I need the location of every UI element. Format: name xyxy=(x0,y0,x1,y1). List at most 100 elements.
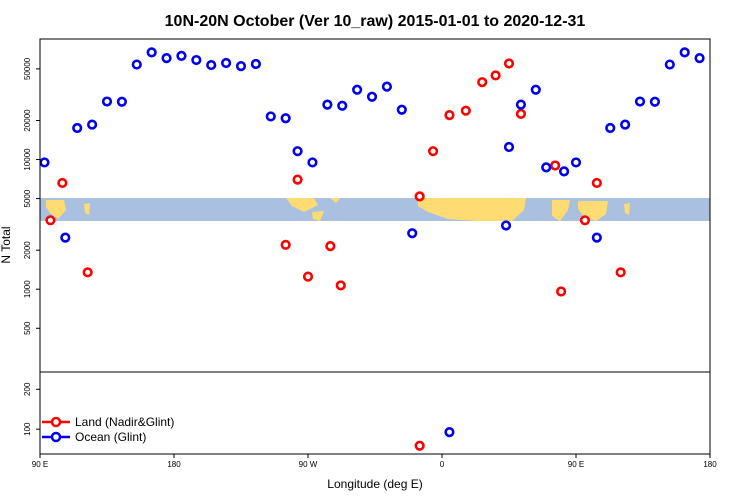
y-tick-label: 500 xyxy=(23,321,32,335)
land-point xyxy=(515,108,527,119)
ocean-point xyxy=(206,59,217,71)
ocean-point xyxy=(221,57,232,69)
land-point xyxy=(503,58,515,69)
land-point xyxy=(57,177,68,189)
y-axis-label: N Total xyxy=(0,226,13,263)
ocean-point xyxy=(558,166,570,177)
ocean-point xyxy=(444,427,455,438)
y-tick-label: 50000 xyxy=(23,57,32,80)
y-tick-label: 10000 xyxy=(23,148,32,171)
ocean-point xyxy=(679,47,690,58)
ocean-point xyxy=(605,122,616,134)
x-tick-label: 90 E xyxy=(32,460,48,469)
legend-land-marker xyxy=(50,416,62,428)
x-tick-label: 180 xyxy=(167,460,181,469)
ocean-point xyxy=(664,59,675,70)
ocean-point xyxy=(570,157,582,168)
x-axis: 90 E 180 90 W 0 90 E 180 xyxy=(32,454,717,469)
ocean-point xyxy=(541,162,552,173)
ocean-point xyxy=(250,58,261,70)
x-axis-label: Longitude (deg E) xyxy=(327,477,422,491)
y-tick-label: 200 xyxy=(23,382,32,396)
ocean-point xyxy=(176,50,187,61)
ocean-point xyxy=(60,232,71,243)
land-point xyxy=(280,239,291,250)
legend: Land (Nadir&Glint) Ocean (Glint) xyxy=(42,415,174,444)
ocean-point xyxy=(307,157,318,168)
ocean-point xyxy=(530,84,541,95)
upper-data-points xyxy=(39,47,705,297)
ocean-point xyxy=(87,119,98,130)
land-point xyxy=(556,286,567,297)
lower-y-ticks: 100 200 xyxy=(23,382,40,436)
ocean-point xyxy=(235,61,247,72)
land-point xyxy=(490,70,501,81)
y-tick-label: 100 xyxy=(23,422,32,436)
ocean-point xyxy=(503,141,515,153)
ocean-point xyxy=(381,81,393,92)
ocean-point xyxy=(515,99,527,110)
upper-plot-panel: 500 1000 2000 5000 10000 20000 50000 xyxy=(23,38,711,373)
y-tick-label: 20000 xyxy=(23,109,32,132)
land-point xyxy=(615,267,626,278)
land-point xyxy=(477,77,488,88)
x-tick-label: 0 xyxy=(440,460,445,469)
ocean-point xyxy=(337,100,348,111)
land-point xyxy=(550,160,561,171)
ocean-point xyxy=(649,96,661,107)
land-point xyxy=(45,215,56,226)
y-tick-label: 2000 xyxy=(23,241,32,259)
ocean-point xyxy=(322,99,333,110)
ocean-point xyxy=(500,220,512,231)
ocean-point xyxy=(39,157,50,168)
ocean-point xyxy=(191,54,202,66)
land-point xyxy=(414,440,425,451)
ocean-point xyxy=(265,111,276,122)
ocean-point xyxy=(280,113,291,124)
land-point xyxy=(427,146,439,157)
ocean-point xyxy=(72,122,83,134)
land-point xyxy=(591,177,602,189)
ocean-point xyxy=(116,96,127,107)
land-point xyxy=(325,241,336,252)
ocean-point xyxy=(366,91,378,102)
ocean-point xyxy=(292,146,303,157)
ocean-point xyxy=(396,104,407,115)
lower-plot-panel: 100 200 Land (Nadir&Glint) Ocean (Glint) xyxy=(23,371,711,455)
land-point xyxy=(335,280,346,291)
ocean-point xyxy=(352,84,363,95)
ocean-point xyxy=(634,96,646,107)
legend-item-land: Land (Nadir&Glint) xyxy=(42,415,174,429)
land-point xyxy=(579,215,591,226)
y-tick-label: 5000 xyxy=(23,189,32,207)
land-point xyxy=(460,105,471,116)
ocean-point xyxy=(161,53,172,64)
x-tick-label: 180 xyxy=(703,460,717,469)
lower-panel-frame xyxy=(39,371,711,455)
legend-item-ocean: Ocean (Glint) xyxy=(42,430,146,444)
land-point xyxy=(444,110,455,121)
world-map-band xyxy=(40,198,710,221)
x-tick-label: 90 W xyxy=(299,460,318,469)
ocean-point xyxy=(131,59,142,70)
legend-land-label: Land (Nadir&Glint) xyxy=(75,415,174,429)
land-point xyxy=(82,267,93,278)
lower-data-points xyxy=(414,427,455,451)
ocean-point xyxy=(591,232,602,243)
land-point xyxy=(414,191,425,202)
chart-title: 10N-20N October (Ver 10_raw) 2015-01-01 … xyxy=(165,13,586,30)
ocean-point xyxy=(620,119,631,130)
map-ocean-band xyxy=(40,198,710,221)
legend-ocean-label: Ocean (Glint) xyxy=(75,430,146,444)
legend-ocean-marker xyxy=(50,431,62,443)
x-tick-label: 90 E xyxy=(568,460,584,469)
upper-y-ticks: 500 1000 2000 5000 10000 20000 50000 xyxy=(23,57,40,335)
ocean-point xyxy=(694,53,705,64)
y-tick-label: 1000 xyxy=(23,280,32,298)
ocean-point xyxy=(101,96,113,107)
land-point xyxy=(302,271,314,282)
ocean-point xyxy=(407,228,418,239)
ocean-point xyxy=(146,47,157,58)
land-point xyxy=(292,174,303,185)
